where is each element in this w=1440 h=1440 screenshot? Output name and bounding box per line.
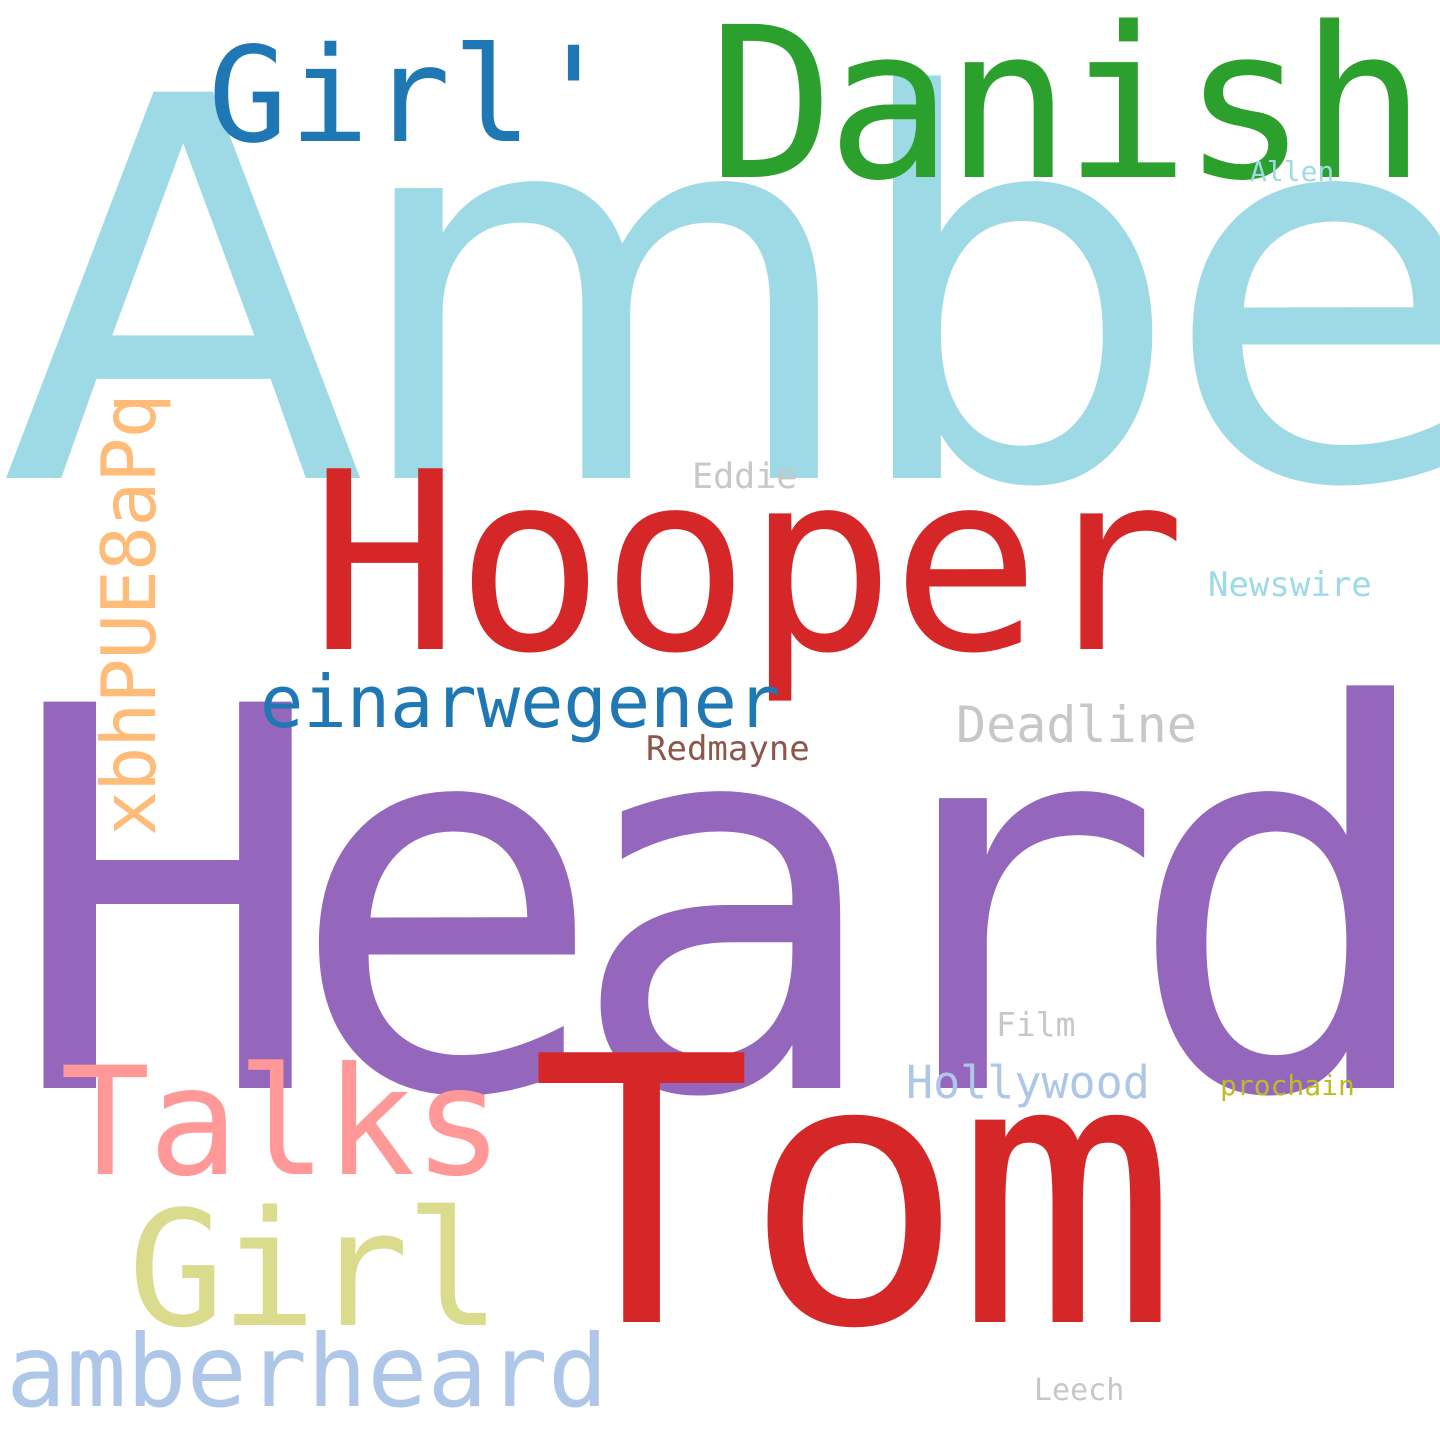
word-hooper: Hooper — [310, 420, 1186, 708]
word-talks: Talks — [60, 1036, 504, 1210]
word-girl-quote: Girl' — [208, 19, 616, 173]
word-newswire: Newswire — [1208, 565, 1372, 605]
word-leech: Leech — [1034, 1373, 1125, 1408]
word-prochain: prochain — [1220, 1069, 1355, 1102]
word-redmayne: Redmayne — [646, 729, 810, 769]
word-einarwegener: einarwegener — [260, 660, 781, 744]
word-danish: Danish — [708, 0, 1427, 227]
word-amber: Amber — [2, 0, 1440, 603]
word-hollywood: Hollywood — [906, 1056, 1150, 1109]
word-deadline: Deadline — [956, 696, 1197, 754]
word-allen: Allen — [1250, 155, 1335, 188]
word-xbhpue8apq: xbhPUE8aPq — [85, 394, 173, 836]
word-eddie: Eddie — [692, 457, 798, 497]
word-girl: Girl — [128, 1176, 501, 1363]
word-film: Film — [996, 1005, 1076, 1044]
word-amberheard: amberheard — [6, 1313, 609, 1430]
word-heard: Heard — [8, 596, 1440, 1213]
word-tom: Tom — [530, 980, 1178, 1410]
